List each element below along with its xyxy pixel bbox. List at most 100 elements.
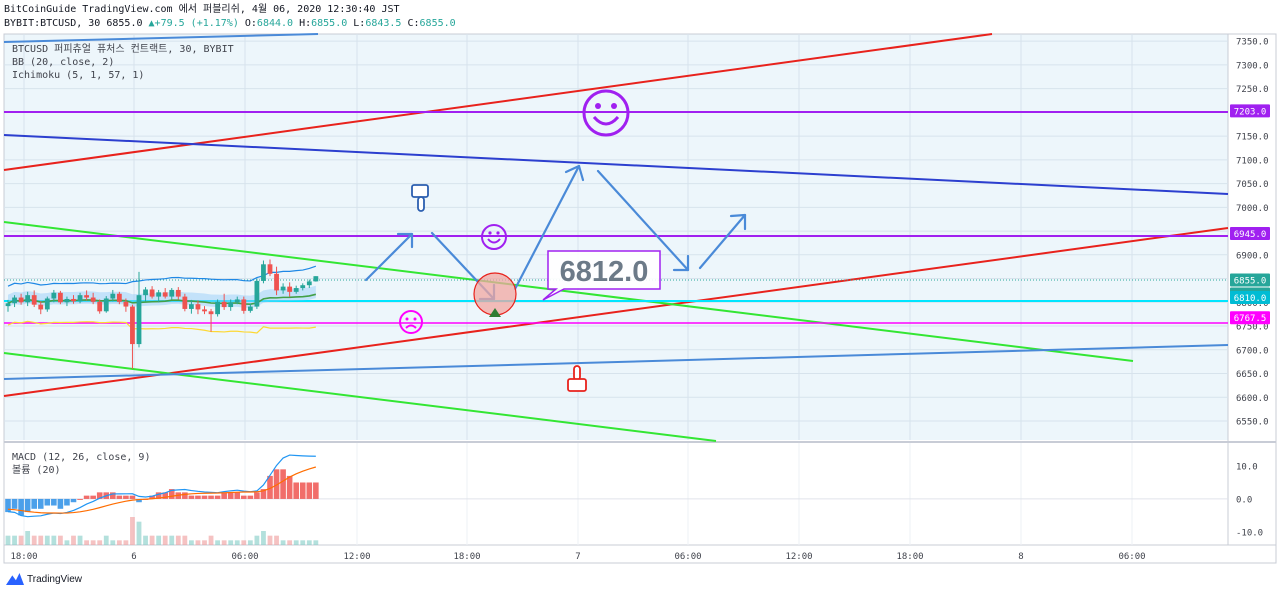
time-tick-label: 06:00	[1118, 552, 1145, 562]
candle-body	[71, 298, 76, 302]
candle	[110, 289, 116, 302]
price-tag-bg	[1230, 273, 1270, 287]
candle	[44, 296, 50, 312]
trend-line-green-lower	[3, 352, 717, 442]
publish-line: BitCoinGuide TradingView.com 에서 퍼블리쉬, 4월…	[4, 4, 400, 15]
volume-bar	[313, 540, 319, 545]
candle-body	[44, 298, 50, 310]
legend-title[interactable]: BTCUSD 퍼피츄얼 퓨처스 컨트랙트, 30, BYBIT	[12, 44, 234, 55]
macd-histogram-bar	[286, 475, 293, 499]
price-tick-label: 7350.0	[1236, 38, 1269, 48]
ohlc-header: BYBIT:BTCUSD, 30 6855.0 ▲+79.5 (+1.17%) …	[4, 18, 456, 30]
candle-body	[25, 295, 31, 303]
candle	[208, 308, 214, 332]
time-tick-label: 06:00	[231, 552, 258, 562]
volume-bar	[51, 535, 57, 545]
price-axis[interactable]: 7350.07300.07250.07200.07150.07100.07050…	[1230, 38, 1270, 539]
arrow-up-2-head	[564, 164, 585, 182]
price-tag-bg	[1230, 104, 1270, 118]
candle	[130, 304, 135, 369]
candle	[25, 291, 31, 307]
macd-histogram-bar	[136, 498, 142, 503]
price-tick-label: 6700.0	[1236, 346, 1269, 356]
macd-histogram-bar	[188, 495, 195, 499]
price-tick-label: 6600.0	[1236, 394, 1269, 404]
candle	[287, 282, 293, 297]
macd-histogram-bar	[24, 498, 31, 513]
last-price: 6855.0	[106, 18, 143, 29]
candle-body	[293, 288, 299, 292]
time-tick-label: 06:00	[674, 552, 701, 562]
candle-body	[64, 298, 70, 303]
volume-bar	[5, 535, 11, 545]
candle-body	[12, 297, 17, 304]
candle-body	[149, 289, 155, 297]
volume-bar	[182, 535, 188, 545]
volume-bar	[228, 540, 234, 545]
price-tag-label: 7203.0	[1234, 107, 1267, 117]
volume-bar	[280, 540, 286, 545]
macd-histogram-bar	[70, 498, 77, 503]
price-tag-label: 6810.0	[1234, 294, 1267, 304]
price-tag-label: 6945.0	[1234, 230, 1267, 240]
volume-bar	[12, 535, 17, 545]
volume-bar	[31, 535, 37, 545]
candle-body	[103, 298, 109, 312]
time-tick-label: 12:00	[785, 552, 812, 562]
candle-body	[306, 281, 312, 286]
volume-bar	[267, 535, 273, 545]
candle	[215, 299, 220, 317]
macd-histogram-bar	[51, 498, 57, 506]
candle	[149, 286, 155, 299]
close-label: C:	[407, 18, 420, 29]
macd-histogram-bar	[182, 492, 188, 499]
macd-histogram-bar	[31, 498, 37, 509]
macd-histogram-bar	[306, 482, 313, 499]
candle	[267, 259, 273, 277]
volume-bar	[234, 540, 240, 545]
ichimoku-cloud	[8, 285, 316, 308]
volume-bar	[189, 540, 194, 545]
candle-body	[247, 306, 253, 311]
volume-bar	[287, 540, 293, 545]
legend-bb[interactable]: BB (20, close, 2)	[12, 57, 115, 68]
trend-line-green-upper	[3, 221, 1134, 362]
price-tag: 6945.0	[1230, 226, 1270, 240]
candle	[31, 290, 37, 308]
candle-body	[280, 286, 286, 291]
macd-histogram-bar	[123, 495, 129, 499]
arrow-up-small-icon	[489, 308, 501, 317]
legend-ichimoku[interactable]: Ichimoku (5, 1, 57, 1)	[12, 70, 145, 81]
candle-body	[241, 299, 247, 311]
candle-body	[300, 285, 306, 289]
macd-histogram-bar	[155, 492, 162, 499]
candle	[234, 296, 240, 305]
price-tag-label: 6855.0	[1234, 277, 1267, 287]
symbol-label[interactable]: BYBIT:BTCUSD, 30	[4, 18, 101, 29]
legend-macd[interactable]: MACD (12, 26, close, 9)	[12, 452, 151, 463]
candle-body	[110, 293, 116, 299]
open-value: 6844.0	[256, 18, 294, 29]
volume-bar	[162, 535, 168, 545]
candle	[116, 291, 122, 305]
macd-histogram-bar	[168, 489, 175, 499]
candle-body	[97, 301, 103, 312]
candle	[12, 295, 17, 308]
tradingview-branding[interactable]: TradingView	[6, 573, 82, 585]
macd-pane-bg	[4, 443, 1228, 545]
time-axis[interactable]: 18:00 6 06:00 12:00 18:00 7 06:00 12:00 18:00 8 06…	[10, 552, 1145, 562]
macd-tick-label: -10.0	[1236, 528, 1263, 538]
macd-tick-label: 0.0	[1236, 495, 1252, 505]
volume-bar	[306, 540, 312, 545]
tradingview-logo-icon	[6, 573, 24, 585]
legend-volume[interactable]: 볼륨 (20)	[12, 465, 61, 476]
macd-pane	[4, 454, 1228, 545]
candle-body	[215, 301, 220, 315]
candle	[254, 278, 260, 309]
macd-histogram-bar	[299, 482, 306, 499]
branding-text: TradingView	[27, 573, 83, 585]
volume-bar	[64, 540, 70, 545]
volume-bar	[58, 535, 63, 545]
trend-line-red-upper	[3, 33, 993, 171]
